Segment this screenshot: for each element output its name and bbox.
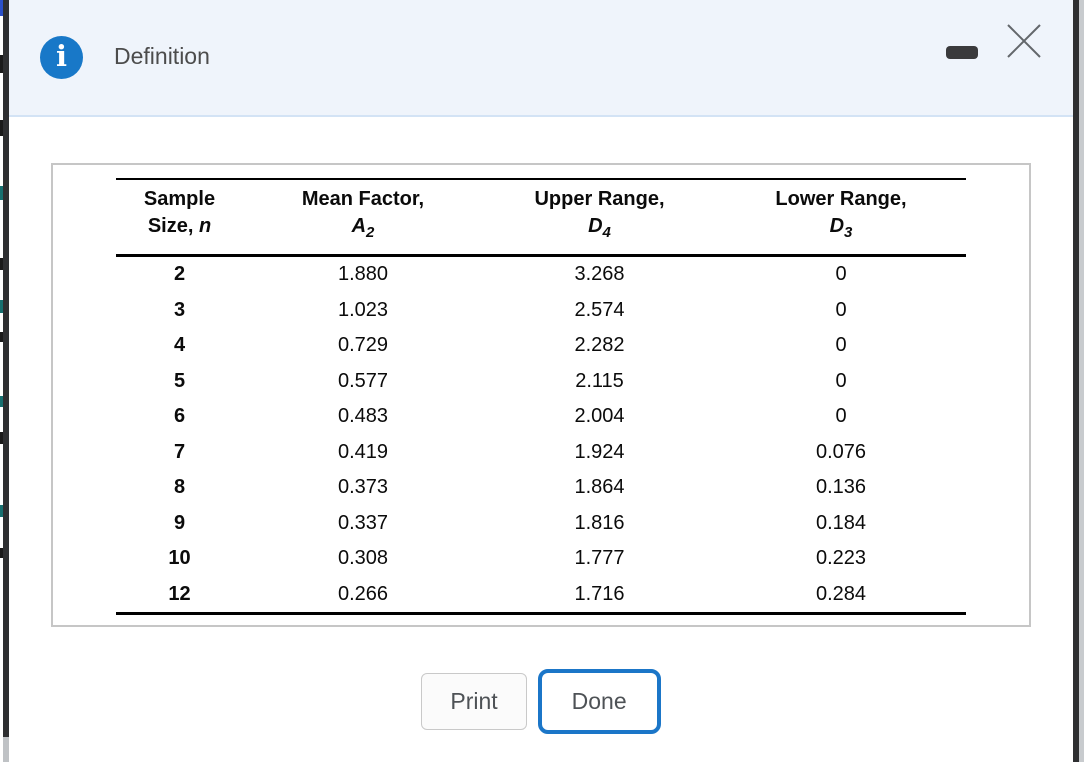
- header-line2: Size,: [147, 215, 199, 237]
- cell-lower-range-d3: 0: [835, 369, 847, 392]
- header-subscript: 2: [366, 224, 375, 241]
- background-sliver: [0, 258, 3, 270]
- background-sliver: [0, 55, 3, 73]
- cell-mean-factor-a2: 1.023: [337, 298, 389, 321]
- background-sliver: [0, 396, 3, 407]
- cell-lower-range-d3: 0.223: [815, 547, 867, 570]
- print-button[interactable]: Print: [421, 673, 527, 730]
- cell-sample-size: 2: [173, 263, 186, 286]
- header-symbol: n: [198, 215, 212, 237]
- cell-upper-range-d4: 1.716: [483, 576, 716, 615]
- table-row: 12 0.266 1.716 0.284: [116, 576, 966, 615]
- cell-mean-factor-a2: 0.483: [337, 405, 389, 428]
- info-icon: i: [40, 36, 83, 79]
- cell-sample-size: 7: [173, 440, 186, 463]
- col-header-mean-factor: Mean Factor, A2: [243, 178, 483, 257]
- background-sliver: [0, 300, 3, 313]
- left-edge-strip-bottom: [3, 737, 9, 762]
- cell-upper-range-d4: 2.115: [575, 369, 624, 392]
- table-header: Sample Size, n Mean Factor, A2 Upper Ran…: [116, 178, 966, 257]
- cell-mean-factor-a2: 0.373: [337, 476, 389, 499]
- header-line1: Lower Range,: [775, 188, 907, 210]
- cell-sample-size: 8: [173, 476, 186, 499]
- header-subscript: 4: [602, 224, 611, 241]
- header-line1: Mean Factor,: [301, 188, 425, 210]
- definition-dialog: i Definition Sample: [9, 0, 1073, 762]
- cell-lower-range-d3: 0.076: [815, 440, 867, 463]
- table-row: 7 0.419 1.924 0.076: [116, 435, 966, 471]
- table-row: 9 0.337 1.816 0.184: [116, 506, 966, 542]
- table-row: 6 0.483 2.004 0: [116, 399, 966, 435]
- cell-mean-factor-a2: 0.419: [337, 440, 389, 463]
- cell-sample-size: 3: [173, 298, 186, 321]
- table-row: 4 0.729 2.282 0: [116, 328, 966, 364]
- table-row: 10 0.308 1.777 0.223: [116, 541, 966, 577]
- left-edge-strip: [3, 0, 9, 737]
- cell-lower-range-d3: 0: [835, 263, 847, 286]
- dialog-title: Definition: [114, 43, 210, 69]
- cell-upper-range-d4: 1.864: [574, 476, 625, 499]
- cell-upper-range-d4: 2.574: [574, 298, 625, 321]
- cell-mean-factor-a2: 0.308: [337, 547, 389, 570]
- cell-mean-factor-a2: 0.266: [243, 576, 483, 615]
- cell-lower-range-d3: 0: [835, 298, 847, 321]
- col-header-lower-range: Lower Range, D3: [716, 178, 966, 257]
- cell-mean-factor-a2: 0.337: [337, 511, 389, 534]
- table-row: 3 1.023 2.574 0: [116, 293, 966, 329]
- cell-upper-range-d4: 3.268: [574, 263, 625, 286]
- cell-upper-range-d4: 1.924: [574, 440, 625, 463]
- background-sliver: [0, 432, 3, 444]
- col-header-sample-size: Sample Size, n: [116, 178, 243, 257]
- cell-upper-range-d4: 2.282: [574, 334, 625, 357]
- control-chart-factors-table: Sample Size, n Mean Factor, A2 Upper Ran…: [116, 178, 966, 615]
- cell-sample-size: 6: [173, 405, 186, 428]
- minimize-icon[interactable]: [946, 46, 978, 59]
- table-row: 8 0.373 1.864 0.136: [116, 470, 966, 506]
- right-edge-strip: [1073, 0, 1079, 762]
- header-line1: Upper Range,: [534, 188, 665, 210]
- background-sliver: [0, 120, 3, 136]
- table-row: 5 0.577 2.115 0: [116, 364, 966, 400]
- cell-lower-range-d3: 0: [835, 334, 847, 357]
- cell-mean-factor-a2: 0.729: [337, 334, 389, 357]
- header-line1: Sample: [143, 188, 216, 210]
- right-scrollbar-gutter[interactable]: [1079, 0, 1084, 762]
- cell-upper-range-d4: 1.816: [574, 511, 625, 534]
- close-icon[interactable]: [1004, 21, 1044, 61]
- dialog-header: i Definition: [9, 0, 1073, 117]
- col-header-upper-range: Upper Range, D4: [483, 178, 716, 257]
- dialog-footer: Print Done: [9, 669, 1073, 734]
- header-symbol: D: [829, 215, 845, 237]
- info-icon-glyph: i: [55, 39, 68, 73]
- header-symbol: A: [351, 215, 367, 237]
- cell-lower-range-d3: 0.184: [815, 511, 867, 534]
- table-body: 2 1.880 3.268 0 3 1.023 2.574 0 4 0.729 2.282 0 5 0.5…: [116, 256, 966, 615]
- cell-lower-range-d3: 0.284: [716, 576, 966, 615]
- definition-content-panel: Sample Size, n Mean Factor, A2 Upper Ran…: [51, 163, 1031, 627]
- background-sliver: [0, 548, 3, 558]
- cell-lower-range-d3: 0: [835, 405, 847, 428]
- cell-sample-size: 4: [173, 334, 186, 357]
- background-sliver: [0, 186, 3, 200]
- cell-sample-size: 5: [173, 369, 186, 392]
- cell-upper-range-d4: 2.004: [574, 405, 625, 428]
- background-sliver: [0, 332, 3, 342]
- done-button[interactable]: Done: [537, 669, 661, 734]
- cell-sample-size: 12: [116, 576, 243, 615]
- cell-lower-range-d3: 0.136: [815, 476, 867, 499]
- header-subscript: 3: [844, 224, 853, 241]
- cell-sample-size: 10: [168, 547, 191, 570]
- header-symbol: D: [588, 215, 603, 237]
- background-link-sliver: [0, 0, 5, 16]
- cell-mean-factor-a2: 0.577: [337, 369, 389, 392]
- table-row: 2 1.880 3.268 0: [116, 256, 966, 293]
- cell-mean-factor-a2: 1.880: [337, 263, 389, 286]
- cell-upper-range-d4: 1.777: [574, 547, 625, 570]
- background-sliver: [0, 505, 3, 517]
- table-header-row: Sample Size, n Mean Factor, A2 Upper Ran…: [116, 178, 966, 257]
- cell-sample-size: 9: [173, 511, 186, 534]
